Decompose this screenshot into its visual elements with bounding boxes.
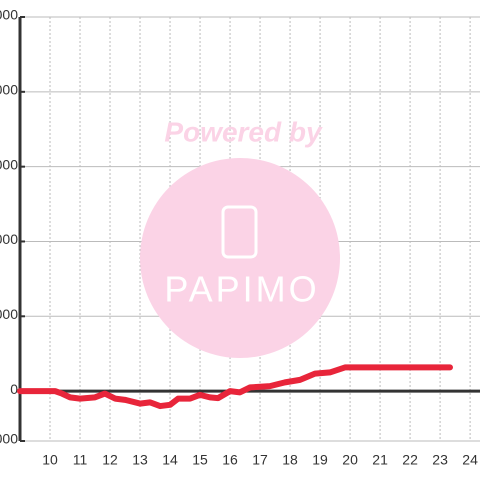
x-tick-label: 19 (312, 452, 328, 468)
y-tick-label: 30,000 (0, 306, 18, 322)
y-tick-label: 60,000 (0, 231, 18, 247)
x-tick-label: 23 (432, 452, 448, 468)
x-tick-label: 12 (102, 452, 118, 468)
x-tick-label: 22 (402, 452, 418, 468)
watermark: Powered by PAPIMO (140, 116, 340, 358)
y-tick-label: 0 (10, 381, 18, 397)
y-tick-label: 150,000 (0, 7, 18, 23)
phone-icon (221, 205, 258, 259)
line-series (17, 364, 453, 410)
x-tick-label: 10 (42, 452, 58, 468)
x-tick-label: 18 (282, 452, 298, 468)
x-tick-label: 13 (132, 452, 148, 468)
x-tick-label: 14 (162, 452, 178, 468)
watermark-logo: PAPIMO (164, 269, 319, 310)
x-tick-label: 21 (372, 452, 388, 468)
x-tick-label: 15 (192, 452, 208, 468)
x-tick-label: 16 (222, 452, 238, 468)
x-tick-label: 11 (73, 452, 88, 468)
x-tick-label: 24 (462, 452, 478, 468)
y-tick-label: -20,000 (0, 431, 18, 447)
y-tick-label: 90,000 (0, 156, 18, 172)
x-tick-label: 17 (252, 452, 268, 468)
y-tick-label: 120,000 (0, 82, 18, 98)
x-tick-label: 20 (342, 452, 358, 468)
watermark-text: Powered by (164, 116, 323, 147)
